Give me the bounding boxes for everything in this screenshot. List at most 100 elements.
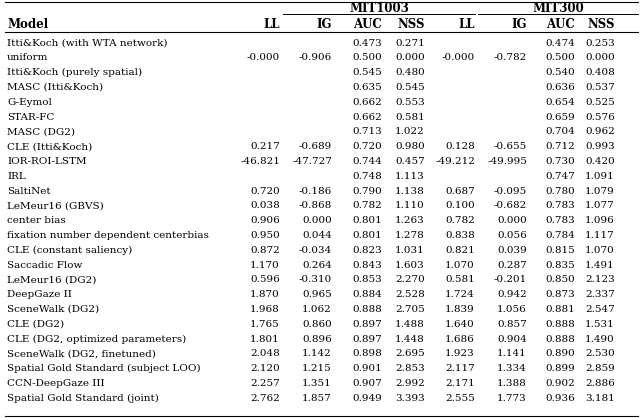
- Text: Itti&Koch (purely spatial): Itti&Koch (purely spatial): [7, 68, 142, 77]
- Text: 0.287: 0.287: [497, 260, 527, 270]
- Text: -47.727: -47.727: [292, 157, 332, 166]
- Text: NSS: NSS: [397, 18, 425, 31]
- Text: 0.815: 0.815: [545, 246, 575, 255]
- Text: 0.039: 0.039: [497, 246, 527, 255]
- Text: -49.995: -49.995: [487, 157, 527, 166]
- Text: 0.993: 0.993: [585, 142, 615, 151]
- Text: 1.113: 1.113: [396, 172, 425, 181]
- Text: 1.077: 1.077: [585, 201, 615, 210]
- Text: 0.525: 0.525: [585, 98, 615, 107]
- Text: 0.821: 0.821: [445, 246, 475, 255]
- Text: SceneWalk (DG2): SceneWalk (DG2): [7, 305, 99, 314]
- Text: 1.091: 1.091: [585, 172, 615, 181]
- Text: 0.784: 0.784: [545, 231, 575, 240]
- Text: 0.540: 0.540: [545, 68, 575, 77]
- Text: -0.201: -0.201: [493, 275, 527, 284]
- Text: 0.659: 0.659: [545, 112, 575, 122]
- Text: 0.853: 0.853: [352, 275, 382, 284]
- Text: IG: IG: [511, 18, 527, 31]
- Text: -46.821: -46.821: [240, 157, 280, 166]
- Text: 0.782: 0.782: [352, 201, 382, 210]
- Text: 2.530: 2.530: [585, 349, 615, 358]
- Text: 0.500: 0.500: [352, 54, 382, 62]
- Text: 1.070: 1.070: [585, 246, 615, 255]
- Text: 0.474: 0.474: [545, 38, 575, 48]
- Text: -0.689: -0.689: [299, 142, 332, 151]
- Text: 2.762: 2.762: [250, 394, 280, 403]
- Text: 1.491: 1.491: [585, 260, 615, 270]
- Text: 0.890: 0.890: [545, 349, 575, 358]
- Text: Saccadic Flow: Saccadic Flow: [7, 260, 83, 270]
- Text: 2.048: 2.048: [250, 349, 280, 358]
- Text: 1.278: 1.278: [396, 231, 425, 240]
- Text: 0.936: 0.936: [545, 394, 575, 403]
- Text: 1.448: 1.448: [396, 334, 425, 344]
- Text: 0.962: 0.962: [585, 127, 615, 136]
- Text: 0.596: 0.596: [250, 275, 280, 284]
- Text: 0.687: 0.687: [445, 186, 475, 196]
- Text: 0.888: 0.888: [545, 334, 575, 344]
- Text: 2.117: 2.117: [445, 364, 475, 373]
- Text: 0.744: 0.744: [352, 157, 382, 166]
- Text: 0.712: 0.712: [545, 142, 575, 151]
- Text: LeMeur16 (GBVS): LeMeur16 (GBVS): [7, 201, 104, 210]
- Text: IOR-ROI-LSTM: IOR-ROI-LSTM: [7, 157, 86, 166]
- Text: 3.181: 3.181: [585, 394, 615, 403]
- Text: NSS: NSS: [588, 18, 615, 31]
- Text: 0.949: 0.949: [352, 394, 382, 403]
- Text: -0.000: -0.000: [442, 54, 475, 62]
- Text: SceneWalk (DG2, finetuned): SceneWalk (DG2, finetuned): [7, 349, 156, 358]
- Text: 0.420: 0.420: [585, 157, 615, 166]
- Text: DeepGaze II: DeepGaze II: [7, 290, 72, 299]
- Text: -0.782: -0.782: [493, 54, 527, 62]
- Text: 1.839: 1.839: [445, 305, 475, 314]
- Text: 0.100: 0.100: [445, 201, 475, 210]
- Text: 0.553: 0.553: [396, 98, 425, 107]
- Text: 2.120: 2.120: [250, 364, 280, 373]
- Text: 0.636: 0.636: [545, 83, 575, 92]
- Text: -0.310: -0.310: [299, 275, 332, 284]
- Text: 2.853: 2.853: [396, 364, 425, 373]
- Text: 1.488: 1.488: [396, 320, 425, 329]
- Text: 0.801: 0.801: [352, 216, 382, 225]
- Text: 2.337: 2.337: [585, 290, 615, 299]
- Text: 0.898: 0.898: [352, 349, 382, 358]
- Text: CLE (DG2): CLE (DG2): [7, 320, 64, 329]
- Text: 1.117: 1.117: [585, 231, 615, 240]
- Text: -0.186: -0.186: [299, 186, 332, 196]
- Text: AUC: AUC: [353, 18, 382, 31]
- Text: AUC: AUC: [547, 18, 575, 31]
- Text: 0.713: 0.713: [352, 127, 382, 136]
- Text: 1.110: 1.110: [396, 201, 425, 210]
- Text: 1.070: 1.070: [445, 260, 475, 270]
- Text: 2.886: 2.886: [585, 379, 615, 388]
- Text: 1.062: 1.062: [302, 305, 332, 314]
- Text: IRL: IRL: [7, 172, 26, 181]
- Text: 0.720: 0.720: [250, 186, 280, 196]
- Text: 0.217: 0.217: [250, 142, 280, 151]
- Text: 2.992: 2.992: [396, 379, 425, 388]
- Text: STAR-FC: STAR-FC: [7, 112, 54, 122]
- Text: 0.044: 0.044: [302, 231, 332, 240]
- Text: 0.576: 0.576: [585, 112, 615, 122]
- Text: 1.765: 1.765: [250, 320, 280, 329]
- Text: 0.537: 0.537: [585, 83, 615, 92]
- Text: 1.388: 1.388: [497, 379, 527, 388]
- Text: 0.881: 0.881: [545, 305, 575, 314]
- Text: 0.581: 0.581: [445, 275, 475, 284]
- Text: MIT300: MIT300: [532, 2, 584, 15]
- Text: 0.056: 0.056: [497, 231, 527, 240]
- Text: 1.490: 1.490: [585, 334, 615, 344]
- Text: 0.872: 0.872: [250, 246, 280, 255]
- Text: 0.545: 0.545: [396, 83, 425, 92]
- Text: 1.142: 1.142: [302, 349, 332, 358]
- Text: 2.123: 2.123: [585, 275, 615, 284]
- Text: 0.780: 0.780: [545, 186, 575, 196]
- Text: 0.823: 0.823: [352, 246, 382, 255]
- Text: 1.351: 1.351: [302, 379, 332, 388]
- Text: LL: LL: [458, 18, 475, 31]
- Text: 0.801: 0.801: [352, 231, 382, 240]
- Text: 1.022: 1.022: [396, 127, 425, 136]
- Text: 0.838: 0.838: [445, 231, 475, 240]
- Text: 1.531: 1.531: [585, 320, 615, 329]
